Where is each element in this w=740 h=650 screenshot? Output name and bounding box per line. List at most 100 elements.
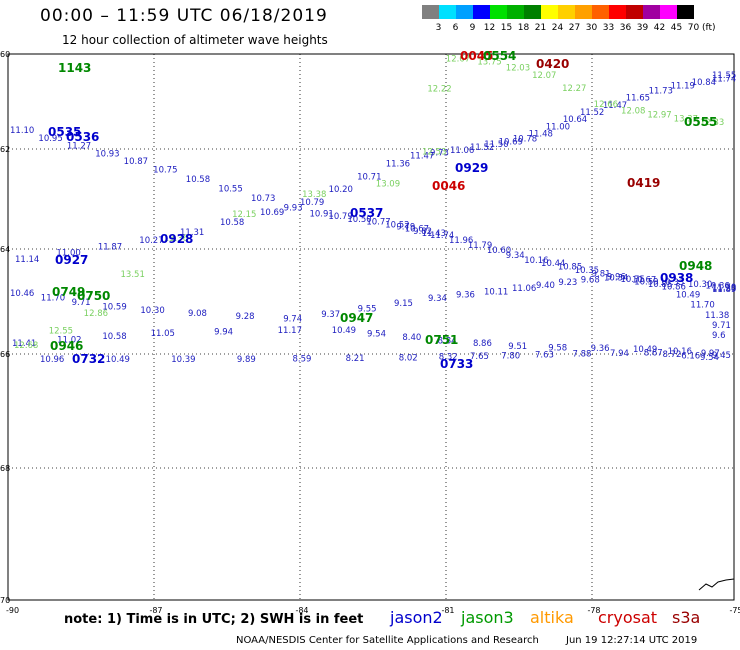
latitude-label: 62	[0, 145, 10, 154]
swh-value: 12.07	[532, 71, 556, 81]
swh-value: 10.44	[541, 259, 565, 269]
pass-id: 0732	[72, 352, 105, 366]
pass-id: 0938	[660, 271, 693, 285]
swh-value: 13.09	[376, 179, 400, 189]
swh-value: 11.10	[10, 126, 34, 136]
swh-value: 11.52	[580, 108, 604, 118]
legend-label: 45	[670, 23, 683, 33]
swh-value: 9.93	[284, 203, 303, 213]
swh-value: 11.70	[41, 293, 65, 303]
pass-id: 0555	[684, 115, 717, 129]
legend-swatch	[626, 5, 643, 19]
legend-label: 6	[452, 23, 459, 33]
swh-value: 9.15	[394, 299, 413, 309]
legend-label: 24	[551, 23, 564, 33]
swh-value: 12.97	[647, 111, 671, 121]
swh-value: 9.96	[607, 272, 626, 282]
coastline	[698, 578, 735, 591]
swh-value: 11.96	[449, 236, 473, 246]
swh-value: 11.00	[56, 249, 80, 259]
legend-label: 42	[653, 23, 666, 33]
swh-value: 11.79	[468, 241, 492, 251]
legend-label: 15	[500, 23, 513, 33]
swh-value: 11.02	[57, 335, 81, 345]
swh-value: 10.87	[124, 157, 148, 167]
swh-value: 10.69	[260, 208, 284, 218]
pass-id: 0751	[425, 333, 458, 347]
longitude-label: -90	[6, 606, 19, 615]
swh-value: 11.36	[386, 159, 410, 169]
swh-value: 10.49	[676, 291, 700, 301]
legend-unit: (ft)	[702, 23, 716, 33]
swh-value: 11.06	[512, 284, 536, 294]
swh-value: 7.94	[610, 349, 629, 359]
credit-text: NOAA/NESDIS Center for Satellite Applica…	[236, 635, 539, 646]
swh-value: 11.47	[410, 152, 434, 162]
swh-value: 10.59	[102, 302, 126, 312]
swh-value: 11.31	[180, 228, 204, 238]
swh-value: 9.54	[367, 330, 386, 340]
swh-value: 9.08	[188, 309, 207, 319]
swh-value: 9.51	[508, 342, 527, 352]
pass-id: 0750	[77, 289, 110, 303]
legend-swatch	[660, 5, 677, 19]
swh-value: 11.50	[484, 140, 508, 150]
legend-swatch	[609, 5, 626, 19]
swh-value: 9.58	[548, 343, 567, 353]
longitude-label: -87	[149, 606, 162, 615]
swh-value: 10.71	[357, 172, 381, 182]
satellite-label: jason3	[461, 608, 514, 627]
legend-label: 9	[469, 23, 476, 33]
legend-swatch	[575, 5, 592, 19]
legend-label: 12	[483, 23, 496, 33]
pass-id: 0733	[440, 357, 473, 371]
swh-value: 10.67	[632, 276, 656, 286]
swh-value: 10.84	[692, 78, 716, 88]
swh-value: 12.68	[14, 341, 38, 351]
pass-id: 0948	[679, 259, 712, 273]
swh-value: 11.89	[712, 285, 736, 295]
swh-value: 11.27	[67, 142, 91, 152]
pass-id: 0535	[48, 125, 81, 139]
swh-value: 10.75	[153, 165, 177, 175]
swh-value: 9.36	[591, 344, 610, 354]
swh-value: 12.22	[427, 85, 451, 95]
swh-value: 7.63	[535, 351, 554, 361]
swh-value: 11.06	[450, 146, 474, 156]
legend-swatch	[592, 5, 609, 19]
swh-value: 6.16	[681, 351, 700, 361]
swh-value: 9.68	[581, 275, 600, 285]
swh-value: 9.37	[321, 310, 340, 320]
legend-label: 33	[602, 23, 615, 33]
swh-value: 11.65	[626, 94, 650, 104]
swh-value: 10.60	[487, 246, 511, 256]
page-subtitle: 12 hour collection of altimeter wave hei…	[62, 33, 328, 47]
swh-value: 12.55	[49, 326, 73, 336]
swh-value: 9.79	[396, 223, 415, 233]
swh-value: 10.77	[366, 218, 390, 228]
swh-value: 9.36	[456, 291, 475, 301]
swh-value: 12.33	[700, 118, 724, 128]
swh-value: 12.15	[232, 210, 256, 220]
pass-id: 0420	[536, 57, 569, 71]
legend-label: 27	[568, 23, 581, 33]
legend-swatch	[507, 5, 524, 19]
pass-id: 0946	[50, 339, 83, 353]
legend-swatch	[439, 5, 456, 19]
swh-value: 11.70	[690, 301, 714, 311]
swh-value: 8.59	[293, 355, 312, 365]
page-title: 00:00 – 11:59 UTC 06/18/2019	[40, 6, 328, 26]
swh-value: 10.52	[385, 220, 409, 230]
swh-value: 11.00	[546, 122, 570, 132]
swh-value: 8.72	[663, 350, 682, 360]
satellite-label: s3a	[672, 608, 701, 627]
swh-value: 12.03	[506, 63, 530, 73]
swh-value: 12.66	[594, 100, 618, 110]
swh-value: 11.43	[422, 229, 446, 239]
swh-value: 11.05	[151, 329, 175, 339]
swh-value: 10.86	[662, 282, 686, 292]
swh-value: 11.17	[278, 326, 302, 336]
swh-value: 8.02	[399, 353, 418, 363]
longitude-label: -81	[441, 606, 454, 615]
swh-value: 9.71	[72, 298, 91, 308]
